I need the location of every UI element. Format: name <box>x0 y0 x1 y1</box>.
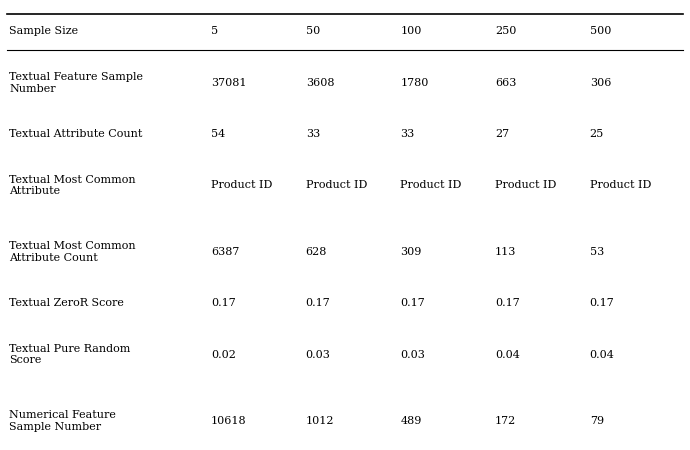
Text: 10618: 10618 <box>211 416 246 426</box>
Text: Textual Feature Sample
Number: Textual Feature Sample Number <box>9 72 143 94</box>
Text: Product ID: Product ID <box>211 180 273 190</box>
Text: 0.03: 0.03 <box>306 350 331 360</box>
Text: 0.17: 0.17 <box>306 298 331 308</box>
Text: Textual Most Common
Attribute Count: Textual Most Common Attribute Count <box>9 241 136 263</box>
Text: 113: 113 <box>495 247 516 257</box>
Text: 25: 25 <box>590 129 604 139</box>
Text: Product ID: Product ID <box>590 180 651 190</box>
Text: 628: 628 <box>306 247 327 257</box>
Text: 0.17: 0.17 <box>590 298 614 308</box>
Text: 663: 663 <box>495 78 516 88</box>
Text: 250: 250 <box>495 27 516 36</box>
Text: 1780: 1780 <box>400 78 428 88</box>
Text: 1012: 1012 <box>306 416 334 426</box>
Text: 306: 306 <box>590 78 611 88</box>
Text: Sample Size: Sample Size <box>9 27 78 36</box>
Text: Textual Most Common
Attribute: Textual Most Common Attribute <box>9 175 136 196</box>
Text: 6387: 6387 <box>211 247 239 257</box>
Text: 0.02: 0.02 <box>211 350 236 360</box>
Text: 33: 33 <box>306 129 320 139</box>
Text: 489: 489 <box>400 416 422 426</box>
Text: 50: 50 <box>306 27 320 36</box>
Text: 500: 500 <box>590 27 611 36</box>
Text: 37081: 37081 <box>211 78 246 88</box>
Text: 79: 79 <box>590 416 604 426</box>
Text: 0.17: 0.17 <box>400 298 425 308</box>
Text: 5: 5 <box>211 27 218 36</box>
Text: Textual Pure Random
Score: Textual Pure Random Score <box>9 344 130 365</box>
Text: 0.04: 0.04 <box>590 350 615 360</box>
Text: Product ID: Product ID <box>306 180 367 190</box>
Text: 0.17: 0.17 <box>495 298 520 308</box>
Text: 100: 100 <box>400 27 422 36</box>
Text: 172: 172 <box>495 416 516 426</box>
Text: Textual ZeroR Score: Textual ZeroR Score <box>9 298 124 308</box>
Text: Product ID: Product ID <box>495 180 556 190</box>
Text: 0.03: 0.03 <box>400 350 425 360</box>
Text: 53: 53 <box>590 247 604 257</box>
Text: 0.17: 0.17 <box>211 298 236 308</box>
Text: 309: 309 <box>400 247 422 257</box>
Text: Product ID: Product ID <box>400 180 462 190</box>
Text: 54: 54 <box>211 129 225 139</box>
Text: 3608: 3608 <box>306 78 334 88</box>
Text: 0.04: 0.04 <box>495 350 520 360</box>
Text: Textual Attribute Count: Textual Attribute Count <box>9 129 142 139</box>
Text: 33: 33 <box>400 129 415 139</box>
Text: 27: 27 <box>495 129 509 139</box>
Text: Numerical Feature
Sample Number: Numerical Feature Sample Number <box>9 410 116 432</box>
